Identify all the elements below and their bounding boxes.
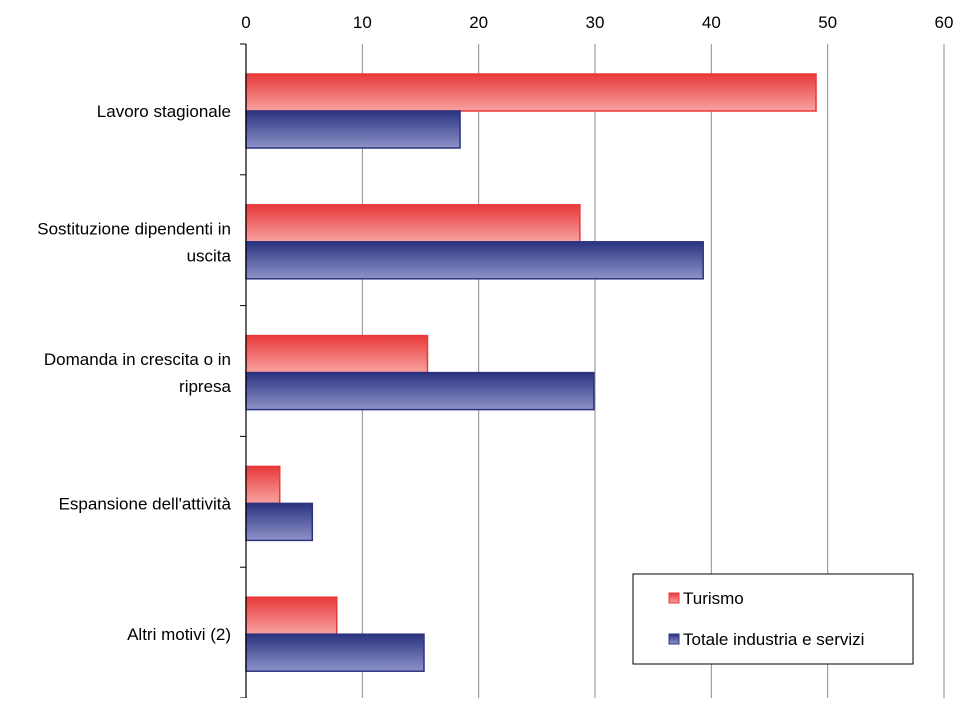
category-label: Lavoro stagionale [97,102,231,121]
bar-turismo [245,204,581,243]
category-label: uscita [187,246,232,265]
x-tick-label: 10 [353,13,372,32]
category-label: ripresa [179,377,232,396]
bar-totale [245,241,704,280]
x-tick-label: 30 [586,13,605,32]
x-tick-label: 40 [702,13,721,32]
bars [245,73,817,672]
category-label: Sostituzione dipendenti in [37,219,231,238]
x-tick-label: 20 [469,13,488,32]
x-tick-label: 0 [241,13,250,32]
legend-swatch-turismo [668,592,680,604]
legend-label-turismo: Turismo [683,589,744,608]
legend-box [632,573,914,665]
legend-label-totale: Totale industria e servizi [683,630,864,649]
category-label: Espansione dell'attività [59,494,232,513]
bar-totale [245,371,595,411]
gridlines [361,44,945,698]
bar-totale [245,502,314,542]
bar-turismo [245,73,817,112]
bar-turismo [245,334,429,374]
legend-swatch-totale [668,633,680,645]
bar-turismo [245,596,338,635]
axes: 0 10 20 30 40 50 60 Lavoro stagionale Sostituzio… [37,13,954,699]
x-tick-label: 50 [818,13,837,32]
bar-totale [245,110,461,149]
category-label: Altri motivi (2) [127,625,231,644]
category-label: Domanda in crescita o in [44,350,231,369]
bar-totale [245,633,425,672]
x-tick-label: 60 [935,13,954,32]
bar-turismo [245,465,281,505]
legend: Turismo Totale industria e servizi [632,573,914,665]
